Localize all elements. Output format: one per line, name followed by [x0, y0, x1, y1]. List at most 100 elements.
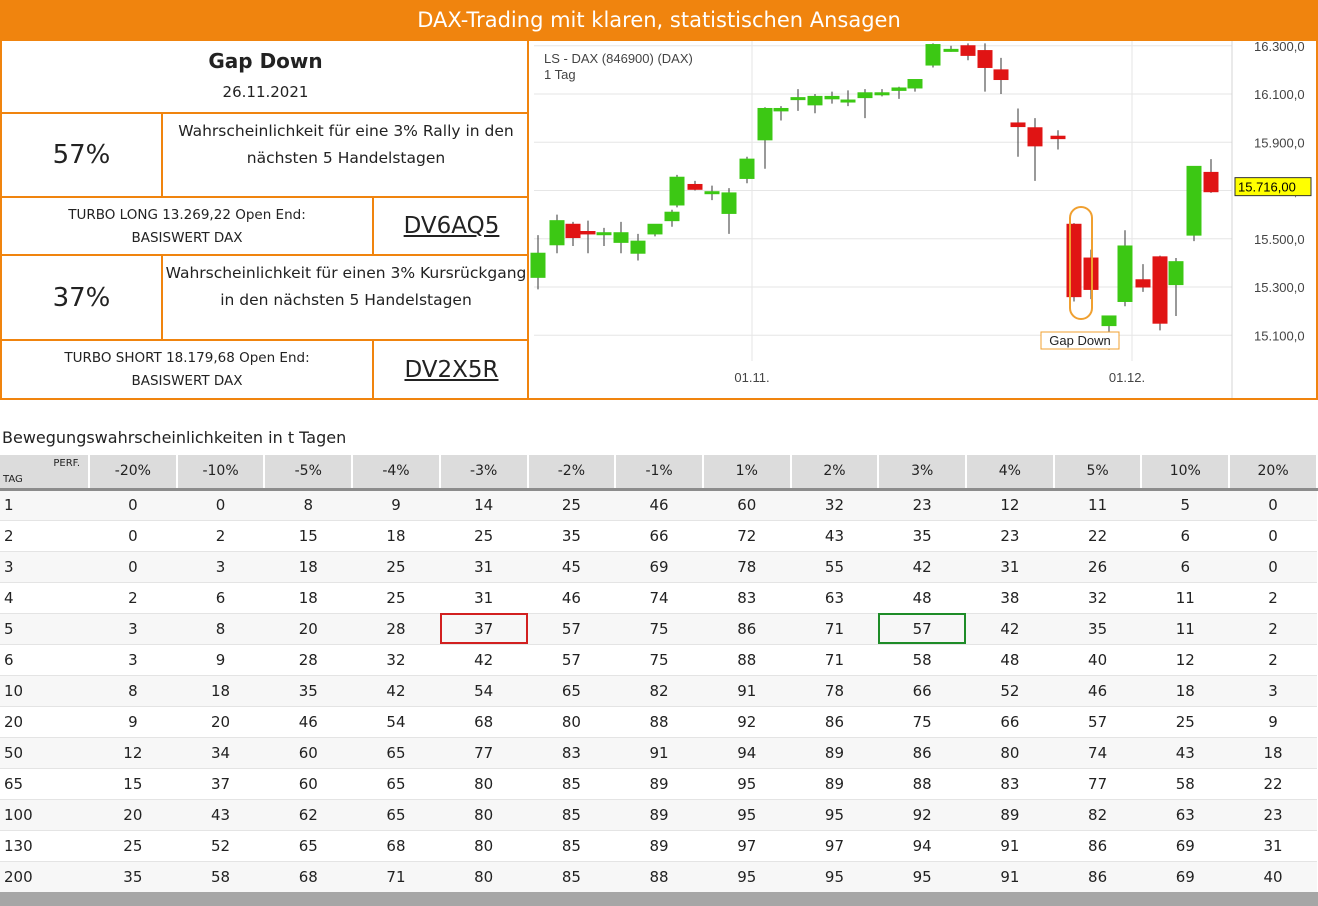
- table-corner-header: PERF. TAG: [0, 455, 90, 491]
- day-cell: 1: [0, 489, 89, 521]
- probability-cell: 88: [615, 706, 703, 738]
- probability-cell: 6: [1141, 520, 1230, 552]
- gap-down-marker: [1069, 206, 1093, 320]
- candle-body: [824, 95, 840, 100]
- probability-cell: 77: [1053, 768, 1142, 800]
- probability-cell: 2: [89, 582, 177, 614]
- candle-body: [907, 79, 923, 89]
- probability-cell: 95: [702, 861, 791, 893]
- candle-body: [1152, 256, 1168, 324]
- probability-cell: 95: [790, 861, 879, 893]
- probability-cell: 57: [527, 644, 616, 676]
- candle-body: [960, 45, 976, 56]
- probability-cell: 74: [615, 582, 703, 614]
- probability-cell: 8: [89, 675, 177, 707]
- probability-cell: 52: [176, 830, 265, 862]
- candle-body: [757, 107, 773, 141]
- probability-cell: 0: [89, 551, 177, 583]
- probability-cell: 35: [89, 861, 177, 893]
- turbo-long-wkn-link[interactable]: DV6AQ5: [374, 198, 529, 256]
- probability-cell: 0: [1229, 520, 1317, 552]
- probability-cell: 86: [702, 613, 791, 645]
- probability-cell: 54: [352, 706, 440, 738]
- dax-chart-panel: 16.300,016.100,015.900,015.700,015.500,0…: [529, 41, 1318, 400]
- probability-cell: 42: [439, 644, 528, 676]
- probability-cell: 15: [89, 768, 177, 800]
- probability-cell: 82: [1053, 799, 1142, 831]
- probability-cell: 20: [89, 799, 177, 831]
- probability-cell: 2: [1229, 582, 1317, 614]
- probability-cell: 25: [439, 520, 528, 552]
- y-tick-label: 15.100,0: [1254, 328, 1305, 343]
- probability-cell: 6: [176, 582, 265, 614]
- table-row: 100 20 43 62 65 80 85 89 95 95 92 89 82 63 23: [0, 799, 1317, 831]
- signal-name: Gap Down: [208, 49, 323, 73]
- probability-cell: 75: [615, 644, 703, 676]
- turbo-short-line1: TURBO SHORT 18.179,68 Open End:: [64, 350, 310, 366]
- probability-cell: 66: [878, 675, 967, 707]
- probability-cell: 25: [1141, 706, 1230, 738]
- probability-cell: 92: [878, 799, 967, 831]
- y-tick-label: 15.500,0: [1254, 232, 1305, 247]
- probability-cell: 2: [176, 520, 265, 552]
- candle-body: [704, 191, 720, 195]
- probability-cell: 42: [966, 613, 1054, 645]
- probability-cell: 58: [878, 644, 967, 676]
- candle-body: [1168, 261, 1184, 286]
- probability-cell: 32: [790, 489, 879, 521]
- y-tick-label: 15.300,0: [1254, 280, 1305, 295]
- probability-cell: 95: [702, 799, 791, 831]
- probability-cell: 9: [1229, 706, 1317, 738]
- probability-cell: 55: [790, 551, 879, 583]
- probability-cell: 75: [878, 706, 967, 738]
- candle-body: [993, 69, 1009, 81]
- probability-cell: 48: [966, 644, 1054, 676]
- probability-cell: 85: [527, 830, 616, 862]
- probability-cell: 12: [966, 489, 1054, 521]
- table-row: 130 25 52 65 68 80 85 89 97 97 94 91 86 69 31: [0, 830, 1317, 862]
- probability-cell: 80: [966, 737, 1054, 769]
- column-header: 2%: [790, 455, 880, 491]
- probability-cell: 68: [439, 706, 528, 738]
- probability-cell: 68: [264, 861, 353, 893]
- column-header: -4%: [352, 455, 441, 491]
- candle-body: [790, 97, 806, 101]
- long-description: Wahrscheinlichkeit für eine 3% Rally in …: [163, 114, 529, 198]
- column-header: -1%: [615, 455, 704, 491]
- probability-cell: 22: [1053, 520, 1142, 552]
- probability-cell: 0: [89, 520, 177, 552]
- probability-cell: 26: [1053, 551, 1142, 583]
- candle-body: [739, 158, 755, 179]
- table-row: 2 0 2 15 18 25 35 66 72 43 35 23 22 6 0: [0, 520, 1317, 552]
- probability-cell: 57: [878, 613, 967, 645]
- candle-body: [721, 192, 737, 214]
- day-cell: 130: [0, 830, 89, 862]
- column-header: -5%: [264, 455, 354, 491]
- day-cell: 65: [0, 768, 89, 800]
- candle-body: [977, 50, 993, 68]
- day-cell: 3: [0, 551, 89, 583]
- probability-cell: 37: [176, 768, 265, 800]
- candle-body: [943, 48, 959, 52]
- probability-cell: 15: [264, 520, 353, 552]
- probability-cell: 3: [176, 551, 265, 583]
- probability-cell: 91: [966, 861, 1054, 893]
- probability-cell: 97: [790, 830, 879, 862]
- probability-cell: 65: [352, 799, 440, 831]
- probability-cell: 95: [878, 861, 967, 893]
- probability-cell: 25: [352, 551, 440, 583]
- x-tick-label: 01.12.: [1109, 370, 1145, 385]
- turbo-long-info: TURBO LONG 13.269,22 Open End: BASISWERT…: [2, 198, 374, 256]
- column-header: 20%: [1229, 455, 1318, 491]
- probability-cell: 65: [264, 830, 353, 862]
- turbo-short-wkn-link[interactable]: DV2X5R: [404, 356, 499, 383]
- candle-body: [1101, 315, 1117, 327]
- annotation-box: [1040, 331, 1120, 350]
- candle-body: [565, 223, 581, 239]
- probability-cell: 86: [878, 737, 967, 769]
- table-title: Bewegungswahrscheinlichkeiten in t Tagen: [2, 428, 347, 447]
- candle-body: [1117, 245, 1133, 302]
- probability-cell: 48: [878, 582, 967, 614]
- probability-cell: 89: [615, 830, 703, 862]
- probability-cell: 52: [966, 675, 1054, 707]
